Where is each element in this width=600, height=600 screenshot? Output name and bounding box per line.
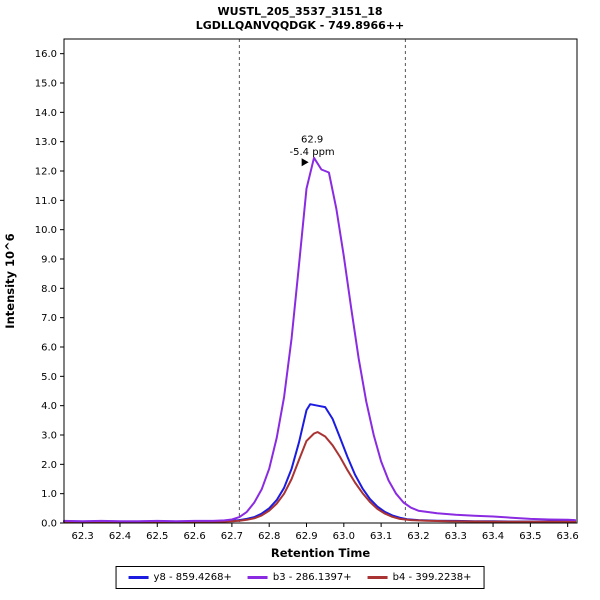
legend-item: b4 - 399.2238+ [367, 572, 472, 583]
x-tick-label: 62.9 [295, 531, 317, 542]
legend: y8 - 859.4268+ b3 - 286.1397+ b4 - 399.223… [115, 566, 485, 589]
y-tick-label: 15.0 [35, 79, 57, 90]
y-tick-label: 10.0 [35, 225, 57, 236]
y-tick-label: 2.0 [41, 460, 57, 471]
series-line [63, 403, 577, 523]
x-tick-label: 63.3 [445, 531, 467, 542]
y-tick-label: 11.0 [35, 196, 57, 207]
series-line [63, 156, 577, 523]
x-tick-label: 62.6 [183, 531, 205, 542]
plot-border [63, 38, 578, 524]
x-tick-label: 62.8 [258, 531, 280, 542]
x-axis-title: Retention Time [271, 546, 370, 560]
y-tick-label: 3.0 [41, 431, 57, 442]
y-tick-label: 14.0 [35, 108, 57, 119]
legend-line-swatch [367, 576, 388, 579]
legend-line-swatch [247, 576, 268, 579]
chart-subtitle: LGDLLQANVQQDGK - 749.8966++ [195, 19, 405, 32]
y-tick-label: 6.0 [41, 343, 57, 354]
x-tick-label: 63.2 [407, 531, 429, 542]
y-tick-label: 8.0 [41, 284, 57, 295]
legend-item: y8 - 859.4268+ [128, 572, 232, 583]
x-tick-label: 63.4 [482, 531, 504, 542]
y-axis-title: Intensity 10^6 [3, 233, 17, 328]
legend-label: b4 - 399.2238+ [392, 572, 472, 583]
legend-label: b3 - 286.1397+ [272, 572, 352, 583]
x-tick-label: 63.0 [333, 531, 355, 542]
y-tick-label: 13.0 [35, 137, 57, 148]
y-tick-label: 12.0 [35, 167, 57, 178]
x-tick-label: 63.6 [557, 531, 579, 542]
x-tick-label: 62.4 [109, 531, 131, 542]
y-tick-label: 7.0 [41, 313, 57, 324]
y-tick-label: 16.0 [35, 49, 57, 60]
y-tick-label: 5.0 [41, 372, 57, 383]
chart-title: WUSTL_205_3537_3151_18 [217, 5, 383, 18]
y-tick-label: 0.0 [41, 519, 57, 530]
peak-annotation: -5.4 ppm [290, 147, 335, 158]
legend-label: y8 - 859.4268+ [153, 572, 232, 583]
series-line [63, 431, 577, 523]
x-tick-label: 62.7 [221, 531, 243, 542]
x-tick-label: 62.5 [146, 531, 168, 542]
legend-item: b3 - 286.1397+ [247, 572, 352, 583]
peak-arrow-icon [301, 158, 309, 167]
peak-annotation: 62.9 [301, 134, 323, 145]
x-tick-label: 63.1 [370, 531, 392, 542]
y-tick-label: 9.0 [41, 255, 57, 266]
y-tick-label: 4.0 [41, 401, 57, 412]
y-tick-label: 1.0 [41, 489, 57, 500]
legend-line-swatch [128, 576, 149, 579]
x-tick-label: 62.3 [72, 531, 94, 542]
x-tick-label: 63.5 [519, 531, 541, 542]
plot-area: 0.0 1.0 2.0 3.0 4.0 5.0 6.0 7.0 8.0 9.0 10.0 11.0 12… [3, 38, 579, 560]
